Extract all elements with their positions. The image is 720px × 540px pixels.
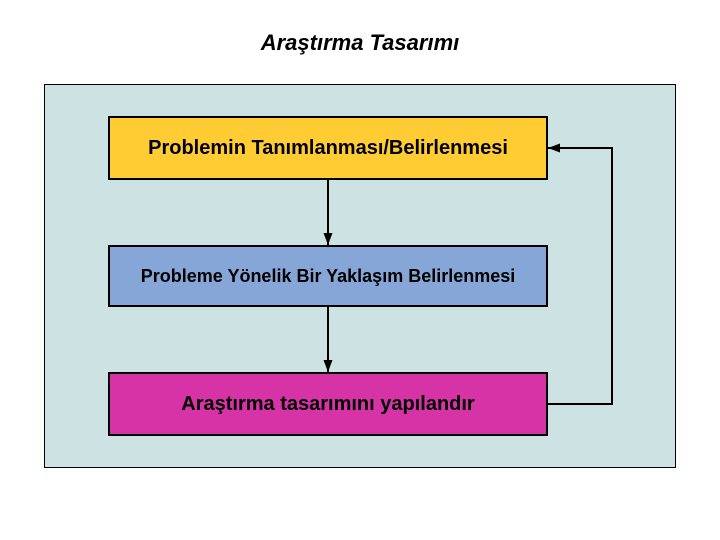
- diagram-title: Araştırma Tasarımı: [0, 30, 720, 56]
- node-label: Probleme Yönelik Bir Yaklaşım Belirlenme…: [141, 266, 516, 287]
- node-approach: Probleme Yönelik Bir Yaklaşım Belirlenme…: [108, 245, 548, 307]
- diagram-canvas: Araştırma Tasarımı Problemin Tanımlanmas…: [0, 0, 720, 540]
- node-label: Problemin Tanımlanması/Belirlenmesi: [148, 137, 508, 160]
- node-label: Araştırma tasarımını yapılandır: [181, 393, 474, 416]
- node-problem-definition: Problemin Tanımlanması/Belirlenmesi: [108, 116, 548, 180]
- node-research-design: Araştırma tasarımını yapılandır: [108, 372, 548, 436]
